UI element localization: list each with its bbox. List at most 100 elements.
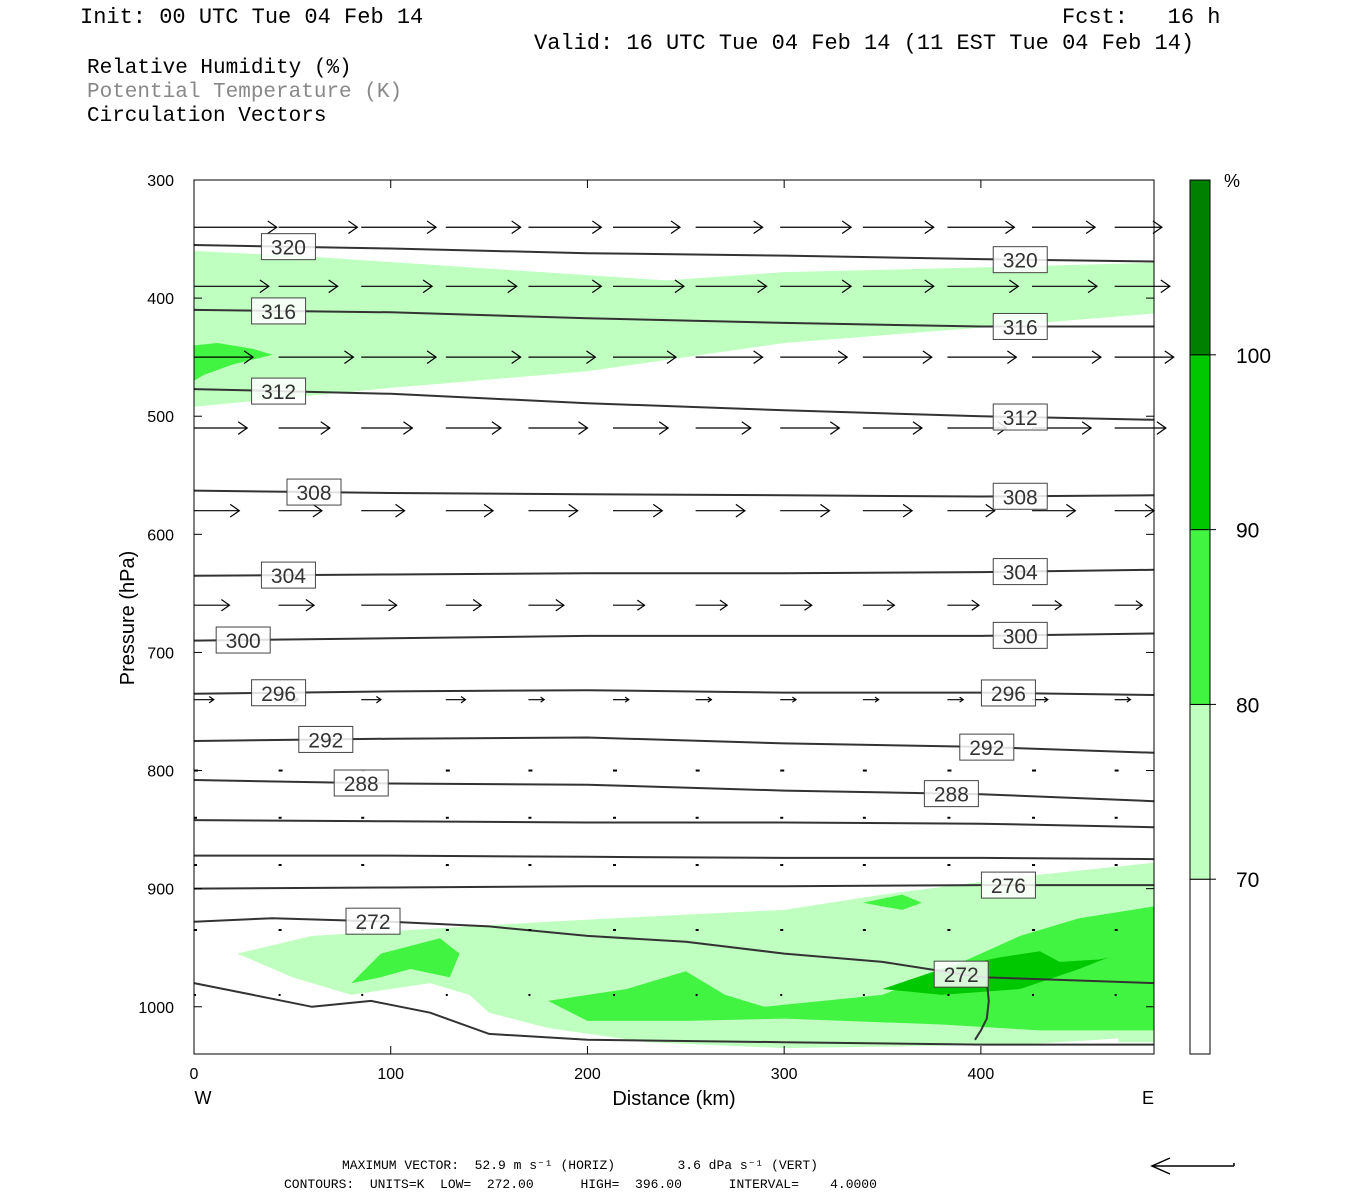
isentrope-label-320: 320	[992, 246, 1048, 274]
rh-region-6	[862, 894, 922, 910]
isentrope-label-text: 316	[1003, 316, 1038, 339]
circulation-vector	[1032, 503, 1077, 518]
y-tick-label: 1000	[138, 1000, 174, 1017]
isentrope-label-text: 312	[1003, 407, 1038, 430]
isentrope-label-272: 272	[345, 907, 401, 935]
vector-head	[221, 599, 231, 612]
circulation-vector	[862, 220, 935, 235]
isentrope-label-304: 304	[260, 561, 316, 589]
circulation-vector	[194, 279, 270, 294]
vector-layer	[194, 220, 1175, 996]
init-time: Init: 00 UTC Tue 04 Feb 14	[80, 5, 424, 30]
x-right-end-label: E	[1142, 1088, 1154, 1108]
y-tick-label: 500	[147, 409, 174, 426]
isentrope-label-box	[345, 907, 401, 935]
circulation-vector	[1114, 600, 1144, 611]
rh-region-0	[194, 250, 1154, 407]
max-vector-info: MAXIMUM VECTOR: 52.9 m s⁻¹ (HORIZ) 3.6 d…	[342, 1158, 818, 1173]
x-tick-label: 200	[574, 1066, 601, 1083]
vector-head	[753, 350, 764, 364]
isentrope-272-12	[193, 917, 1155, 985]
x-left-end-label: W	[195, 1088, 212, 1108]
isentrope-label-box	[992, 403, 1048, 431]
circulation-vector	[613, 279, 685, 294]
circulation-vector	[862, 421, 923, 435]
vector-head	[591, 279, 603, 294]
isentrope-label-box	[251, 377, 307, 405]
isentrope-label-text: 320	[271, 237, 306, 260]
circulation-vector	[278, 503, 323, 518]
circulation-vector	[613, 599, 646, 611]
circulation-vector	[780, 350, 849, 364]
circulation-vector	[194, 599, 231, 612]
circulation-vector	[194, 220, 278, 235]
vector-head	[586, 350, 597, 364]
vector-head	[259, 279, 270, 294]
circulation-vector	[695, 350, 764, 364]
vector-head	[344, 350, 355, 364]
vector-head	[511, 350, 522, 364]
isentrope-284-9	[193, 819, 1155, 829]
isentrope-label-272: 272	[933, 960, 989, 988]
circulation-vector	[1032, 350, 1103, 364]
x-axis-label: Distance (km)	[612, 1088, 735, 1110]
valid-time: Valid: 16 UTC Tue 04 Feb 14 (11 EST Tue …	[534, 31, 1195, 56]
vector-head	[237, 421, 249, 435]
vector-head	[426, 220, 438, 235]
vector-head	[674, 279, 685, 294]
circulation-vector	[361, 599, 398, 612]
vector-head	[792, 696, 798, 703]
isentrope-label-box	[923, 780, 979, 808]
isentrope-label-box	[260, 233, 316, 261]
vector-head	[591, 220, 603, 235]
isentrope-label-box	[980, 679, 1036, 707]
colorbar-unit: %	[1224, 171, 1240, 191]
circulation-vector	[194, 350, 255, 364]
vector-head	[1054, 599, 1063, 611]
vector-head	[837, 350, 849, 364]
colorbar-level-label: 90	[1236, 520, 1259, 543]
circulation-vector	[695, 503, 746, 518]
vector-head	[426, 350, 438, 364]
circulation-vector	[1114, 220, 1163, 235]
colorbar-level-label: 70	[1236, 869, 1259, 892]
circulation-vector	[695, 220, 764, 235]
circulation-vector	[528, 350, 597, 364]
isentrope-label-box	[992, 482, 1048, 510]
circulation-vector	[613, 350, 678, 364]
vector-head	[1009, 279, 1020, 294]
isentrope-label-320: 320	[260, 233, 316, 261]
contour-info: CONTOURS: UNITS=K LOW= 272.00 HIGH= 396.…	[284, 1177, 877, 1192]
circulation-vector	[278, 599, 316, 612]
vector-head	[312, 503, 323, 518]
isentrope-label-308: 308	[286, 478, 342, 506]
vector-head	[1066, 503, 1077, 518]
isentrope-label-296: 296	[251, 679, 307, 707]
vector-head	[757, 279, 768, 294]
isentrope-label-box	[251, 679, 307, 707]
y-tick-label: 400	[147, 291, 174, 308]
isentrope-label-300: 300	[992, 621, 1048, 649]
vector-head	[971, 599, 981, 611]
field-label-rh: Relative Humidity (%)	[87, 57, 352, 80]
vector-head	[1043, 696, 1049, 703]
isentrope-label-box	[933, 960, 989, 988]
circulation-vector	[445, 421, 503, 435]
rh-region-5	[548, 906, 1154, 1031]
isentrope-label-text: 296	[261, 683, 296, 706]
isentrope-label-box	[980, 871, 1036, 899]
isentrope-label-text: 308	[296, 482, 331, 505]
circulation-vector	[1114, 279, 1171, 294]
circulation-vector	[361, 421, 414, 435]
circulation-vector	[695, 696, 713, 703]
vector-head	[666, 350, 678, 364]
x-tick-label: 0	[190, 1066, 199, 1083]
vector-head	[820, 503, 831, 518]
circulation-vector	[862, 279, 935, 294]
vector-head	[1160, 279, 1171, 294]
plot-frame	[193, 179, 1155, 1055]
vector-head	[507, 279, 518, 294]
circulation-vector	[361, 350, 438, 364]
vector-head	[985, 503, 996, 518]
vector-head	[460, 696, 467, 704]
